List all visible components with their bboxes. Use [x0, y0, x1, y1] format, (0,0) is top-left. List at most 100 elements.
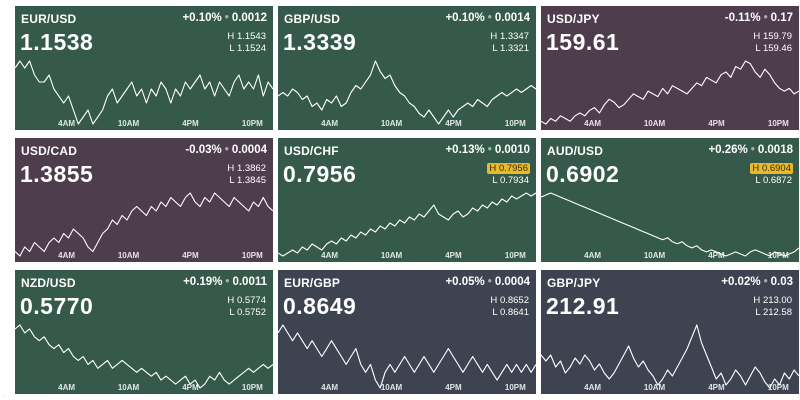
last-price: 1.1538 — [20, 29, 94, 55]
price-line — [15, 192, 273, 257]
change-absolute: 0.0014 — [494, 12, 530, 24]
high-label: H — [489, 163, 497, 174]
high-label: H — [753, 31, 761, 42]
pair-name: GBP/USD — [284, 12, 341, 26]
high-readout: H 159.79 — [752, 31, 793, 42]
high-value: H 0.5774 — [226, 295, 267, 306]
time-tick-10pm: 10PM — [241, 383, 263, 392]
change-percent: +0.26% — [708, 144, 748, 156]
time-tick-4pm: 4PM — [708, 251, 725, 260]
fx-tile-nzd-usd[interactable]: NZD/USD +0.19% • 0.0011 0.5770 H 0.5774 L 0.57… — [15, 270, 273, 394]
low-value: L 0.5752 — [228, 307, 267, 318]
low-label: L — [229, 307, 235, 318]
separator-dot: • — [763, 276, 768, 288]
low-price: 0.8641 — [499, 307, 529, 318]
price-line — [541, 192, 799, 257]
last-price: 1.3855 — [20, 161, 94, 187]
low-label: L — [229, 43, 235, 54]
last-price: 0.7956 — [283, 161, 357, 187]
time-tick-10am: 10AM — [380, 119, 403, 128]
fx-tile-eur-usd[interactable]: EUR/USD +0.10% • 0.0012 1.1538 H 1.1543 L 1.15… — [15, 6, 273, 130]
last-price: 0.6902 — [546, 161, 620, 187]
high-price: 0.7956 — [498, 163, 528, 174]
high-price: 0.5774 — [236, 295, 266, 306]
pair-name: NZD/USD — [21, 276, 76, 290]
time-tick-10am: 10AM — [117, 383, 140, 392]
separator-dot: • — [750, 144, 755, 156]
low-label: L — [492, 175, 498, 186]
high-readout: H 0.8652 — [489, 295, 530, 306]
high-price: 1.3862 — [236, 163, 266, 174]
fx-tile-usd-jpy[interactable]: USD/JPY -0.11% • 0.17 159.61 H 159.79 L 159.46… — [541, 6, 799, 130]
separator-dot: • — [224, 144, 229, 156]
low-value: L 212.58 — [754, 307, 793, 318]
low-value: L 159.46 — [754, 43, 793, 54]
high-readout: H 0.7956 — [487, 163, 530, 174]
price-line — [541, 324, 799, 389]
change-percent: +0.05% — [445, 276, 485, 288]
separator-dot: • — [487, 144, 492, 156]
low-price: 0.6872 — [762, 175, 792, 186]
high-label: H — [490, 31, 498, 42]
time-tick-4pm: 4PM — [182, 251, 199, 260]
low-label: L — [755, 43, 761, 54]
low-price: 1.3845 — [236, 175, 266, 186]
pair-name: GBP/JPY — [547, 276, 601, 290]
low-price: 1.3321 — [499, 43, 529, 54]
price-sparkline — [541, 324, 799, 389]
pair-name: USD/JPY — [547, 12, 600, 26]
change-absolute: 0.0012 — [231, 12, 267, 24]
low-readout: L 212.58 — [754, 307, 793, 318]
change-absolute: 0.0010 — [494, 144, 530, 156]
low-price: 0.5752 — [236, 307, 266, 318]
time-tick-10am: 10AM — [643, 251, 666, 260]
change-readout: +0.05% • 0.0004 — [445, 276, 530, 288]
separator-dot: • — [224, 12, 229, 24]
low-readout: L 1.3321 — [491, 43, 530, 54]
time-tick-4am: 4AM — [58, 383, 76, 392]
high-label: H — [753, 295, 761, 306]
fx-tile-aud-usd[interactable]: AUD/USD +0.26% • 0.0018 0.6902 H 0.6904 L 0.68… — [541, 138, 799, 262]
change-absolute: 0.17 — [770, 12, 793, 24]
price-sparkline — [541, 192, 799, 257]
change-percent: -0.11% — [724, 12, 761, 24]
change-readout: -0.03% • 0.0004 — [185, 144, 267, 156]
change-percent: +0.10% — [182, 12, 222, 24]
high-label: H — [227, 31, 235, 42]
low-value: L 0.6872 — [754, 175, 793, 186]
change-absolute: 0.0018 — [757, 144, 793, 156]
low-readout: L 0.6872 — [754, 175, 793, 186]
fx-tile-usd-chf[interactable]: USD/CHF +0.13% • 0.0010 0.7956 H 0.7956 L 0.79… — [278, 138, 536, 262]
time-tick-4am: 4AM — [58, 251, 76, 260]
last-price: 0.8649 — [283, 293, 357, 319]
time-tick-10pm: 10PM — [767, 119, 789, 128]
time-tick-4am: 4AM — [584, 251, 602, 260]
change-absolute: 0.0011 — [232, 276, 267, 288]
price-sparkline — [278, 60, 536, 125]
time-tick-10pm: 10PM — [767, 383, 789, 392]
fx-tile-gbp-jpy[interactable]: GBP/JPY +0.02% • 0.03 212.91 H 213.00 L 212.58… — [541, 270, 799, 394]
last-price: 1.3339 — [283, 29, 357, 55]
high-label: H — [227, 295, 235, 306]
change-readout: -0.11% • 0.17 — [725, 12, 793, 24]
last-price: 212.91 — [546, 293, 620, 319]
pair-name: EUR/GBP — [284, 276, 341, 290]
fx-tile-gbp-usd[interactable]: GBP/USD +0.10% • 0.0014 1.3339 H 1.3347 L 1.33… — [278, 6, 536, 130]
time-tick-10am: 10AM — [117, 251, 140, 260]
high-value: H 213.00 — [752, 295, 793, 306]
price-line — [15, 60, 273, 125]
fx-grid: EUR/USD +0.10% • 0.0012 1.1538 H 1.1543 L 1.15… — [15, 6, 799, 394]
separator-dot: • — [763, 12, 768, 24]
separator-dot: • — [487, 276, 492, 288]
last-price: 0.5770 — [20, 293, 94, 319]
change-absolute: 0.0004 — [231, 144, 267, 156]
time-tick-10am: 10AM — [643, 119, 666, 128]
change-readout: +0.26% • 0.0018 — [708, 144, 793, 156]
time-tick-10pm: 10PM — [767, 251, 789, 260]
last-price: 159.61 — [546, 29, 620, 55]
fx-tile-eur-gbp[interactable]: EUR/GBP +0.05% • 0.0004 0.8649 H 0.8652 L 0.86… — [278, 270, 536, 394]
separator-dot: • — [225, 276, 230, 288]
fx-tile-usd-cad[interactable]: USD/CAD -0.03% • 0.0004 1.3855 H 1.3862 L 1.38… — [15, 138, 273, 262]
low-value: L 0.7934 — [491, 175, 530, 186]
time-tick-10pm: 10PM — [241, 119, 263, 128]
